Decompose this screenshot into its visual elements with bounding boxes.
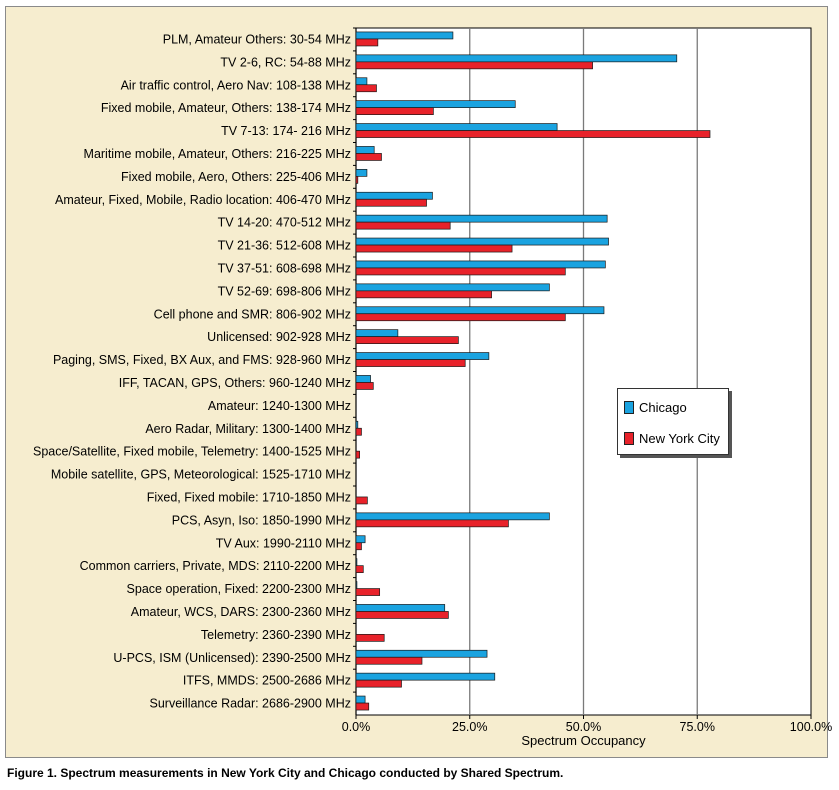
category-label: IFF, TACAN, GPS, Others: 960-1240 MHz	[119, 376, 351, 390]
bar-new-york-city	[355, 542, 362, 551]
bar-chart: PLM, Amateur Others: 30-54 MHz TV 2-6, RC…	[33, 27, 832, 748]
category-label: TV 37-51: 608-698 MHz	[218, 261, 351, 275]
category-label: Space operation, Fixed: 2200-2300 MHz	[127, 582, 351, 596]
bar-chicago	[355, 283, 550, 292]
bar-chicago	[355, 535, 366, 544]
bar-new-york-city	[355, 84, 377, 93]
chart-legend: Chicago New York City	[617, 388, 729, 455]
category-label: TV 7-13: 174- 216 MHz	[221, 124, 351, 138]
bar-chicago	[355, 191, 433, 200]
bar-chicago	[355, 169, 368, 177]
bar-chicago	[355, 695, 366, 704]
bar-new-york-city	[355, 267, 566, 276]
category-label: Air traffic control, Aero Nav: 108-138 M…	[121, 78, 351, 92]
bar-chicago	[355, 420, 359, 429]
bar-chicago	[355, 237, 609, 246]
bar-chicago	[355, 649, 488, 658]
bar-chicago	[355, 306, 605, 315]
category-label: Amateur: 1240-1300 MHz	[208, 399, 351, 413]
bar-new-york-city	[355, 382, 374, 390]
bar-new-york-city	[355, 38, 379, 47]
bar-new-york-city	[355, 496, 368, 505]
category-label: Space/Satellite, Fixed mobile, Telemetry…	[33, 445, 351, 459]
x-tick-label: 75.0%	[680, 720, 715, 734]
bar-new-york-city	[355, 588, 381, 596]
bar-new-york-city	[355, 519, 509, 528]
bar-new-york-city	[355, 336, 459, 344]
bar-chicago	[355, 100, 516, 109]
bar-new-york-city	[355, 176, 359, 184]
category-label: U-PCS, ISM (Unlicensed): 2390-2500 MHz	[113, 651, 351, 665]
bar-chicago	[355, 214, 608, 223]
bar-new-york-city	[355, 679, 402, 688]
category-label: TV 21-36: 512-608 MHz	[218, 239, 351, 253]
category-label: Amateur, Fixed, Mobile, Radio location: …	[55, 193, 351, 207]
legend-swatch-chicago	[624, 401, 634, 414]
bar-new-york-city	[355, 427, 362, 436]
legend-swatch-new-york-city	[624, 432, 634, 445]
bar-new-york-city	[355, 244, 513, 253]
category-label: Common carriers, Private, MDS: 2110-2200…	[80, 559, 351, 573]
bar-chicago	[355, 31, 454, 40]
category-label: TV 52-69: 698-806 MHz	[218, 284, 351, 298]
category-label: Unlicensed: 902-928 MHz	[207, 330, 351, 344]
legend-label-chicago: Chicago	[639, 400, 687, 415]
bar-new-york-city	[355, 130, 711, 138]
category-label: TV Aux: 1990-2110 MHz	[216, 536, 351, 550]
bar-new-york-city	[355, 198, 427, 207]
bar-new-york-city	[355, 565, 364, 574]
bar-new-york-city	[355, 313, 566, 322]
bar-chicago	[355, 672, 496, 681]
bar-chicago	[355, 329, 399, 337]
bar-new-york-city	[355, 611, 449, 619]
bar-chicago	[355, 604, 446, 612]
bar-new-york-city	[355, 656, 423, 665]
bar-chicago	[355, 146, 375, 154]
bar-new-york-city	[355, 61, 593, 70]
category-label: Aero Radar, Military: 1300-1400 MHz	[145, 422, 351, 436]
figure-caption: Figure 1. Spectrum measurements in New Y…	[7, 766, 564, 780]
category-label: Fixed mobile, Amateur, Others: 138-174 M…	[101, 101, 351, 115]
legend-item-chicago: Chicago	[624, 400, 687, 415]
bar-chicago	[355, 581, 358, 589]
bar-chicago	[355, 352, 490, 360]
category-label: Surveillance Radar: 2686-2900 MHz	[150, 697, 352, 711]
category-label: TV 14-20: 470-512 MHz	[218, 216, 351, 230]
x-tick-label: 25.0%	[452, 720, 487, 734]
category-label: Amateur, WCS, DARS: 2300-2360 MHz	[131, 605, 351, 619]
bar-new-york-city	[355, 290, 492, 299]
bar-new-york-city	[355, 153, 382, 161]
bar-new-york-city	[355, 221, 451, 230]
x-tick-label: 0.0%	[342, 720, 371, 734]
category-label: TV 2-6, RC: 54-88 MHz	[220, 55, 351, 69]
category-label: Mobile satellite, GPS, Meteorological: 1…	[51, 468, 351, 482]
bar-chicago	[355, 260, 606, 269]
category-label: Maritime mobile, Amateur, Others: 216-22…	[84, 147, 351, 161]
bar-new-york-city	[355, 702, 370, 711]
category-label: ITFS, MMDS: 2500-2686 MHz	[183, 674, 351, 688]
x-axis-title: Spectrum Occupancy	[521, 733, 646, 748]
bar-new-york-city	[355, 450, 360, 459]
category-label: PCS, Asyn, Iso: 1850-1990 MHz	[172, 513, 351, 527]
bar-new-york-city	[355, 633, 385, 642]
category-label: Telemetry: 2360-2390 MHz	[201, 628, 351, 642]
bar-new-york-city	[355, 359, 466, 367]
bar-new-york-city	[355, 107, 434, 116]
category-label: Cell phone and SMR: 806-902 MHz	[154, 307, 351, 321]
category-label: Fixed, Fixed mobile: 1710-1850 MHz	[147, 490, 351, 504]
bar-chicago	[355, 558, 358, 567]
x-tick-label: 100.0%	[790, 720, 832, 734]
category-label: PLM, Amateur Others: 30-54 MHz	[163, 32, 351, 46]
category-label: Fixed mobile, Aero, Others: 225-406 MHz	[121, 170, 351, 184]
bar-chicago	[355, 54, 678, 63]
legend-item-new-york-city: New York City	[624, 431, 720, 446]
bar-chicago	[355, 123, 558, 131]
category-label: Paging, SMS, Fixed, BX Aux, and FMS: 928…	[53, 353, 351, 367]
bar-chicago	[355, 512, 550, 521]
legend-label-new-york-city: New York City	[639, 431, 720, 446]
bar-chicago	[355, 375, 371, 383]
bar-chicago	[355, 77, 368, 86]
x-tick-label: 50.0%	[566, 720, 601, 734]
